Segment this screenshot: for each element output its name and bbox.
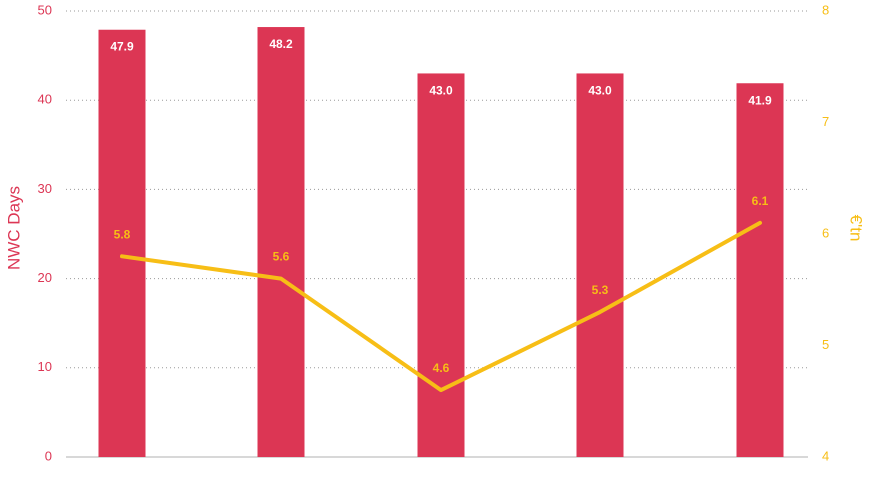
bar-data-label: 48.2 [269, 37, 293, 51]
bar [576, 73, 624, 457]
bar [98, 29, 146, 458]
right-tick-label: 6 [822, 225, 829, 240]
bar [257, 27, 305, 457]
bar-series: 47.9 48.2 43.0 43.0 41.9 [98, 27, 784, 458]
line-data-label: 5.8 [114, 227, 131, 241]
right-tick-label: 5 [822, 337, 829, 352]
line-data-label: 5.6 [273, 250, 290, 264]
line-point [439, 388, 443, 392]
line-data-label: 6.1 [752, 194, 769, 208]
left-tick-label: 30 [38, 181, 52, 196]
bar [736, 83, 784, 457]
left-tick-label: 10 [38, 359, 52, 374]
line-point [120, 254, 124, 258]
line-point [598, 310, 602, 314]
bar [417, 73, 465, 457]
right-tick-label: 4 [822, 448, 829, 463]
bar-data-label: 41.9 [748, 93, 772, 107]
line-data-label: 5.3 [592, 283, 609, 297]
left-tick-label: 0 [45, 448, 52, 463]
left-tick-label: 20 [38, 270, 52, 285]
line-series: 5.8 5.6 4.6 5.3 6.1 [114, 194, 769, 393]
right-axis-title: €'tn [847, 215, 866, 242]
right-tick-label: 7 [822, 114, 829, 129]
line-point [758, 221, 762, 225]
right-tick-label: 8 [822, 2, 829, 17]
right-axis-ticks: 4 5 6 7 8 [822, 2, 829, 463]
left-axis-title: NWC Days [4, 186, 23, 270]
line-point [279, 277, 283, 281]
line-data-label: 4.6 [433, 361, 450, 375]
bar-data-label: 47.9 [110, 40, 134, 54]
left-tick-label: 50 [38, 2, 52, 17]
bar-data-label: 43.0 [588, 83, 612, 97]
bar-data-label: 43.0 [429, 83, 453, 97]
left-tick-label: 40 [38, 92, 52, 107]
left-axis-ticks: 0 10 20 30 40 50 [38, 2, 52, 463]
